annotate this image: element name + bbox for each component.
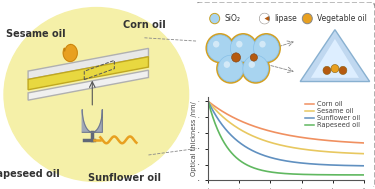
Rapeseed oil — [206, 100, 210, 102]
Polygon shape — [311, 39, 359, 78]
Circle shape — [224, 61, 230, 68]
FancyBboxPatch shape — [195, 2, 375, 189]
Y-axis label: Optical thickness /nm/: Optical thickness /nm/ — [191, 101, 197, 176]
Circle shape — [207, 35, 233, 62]
Line: Corn oil: Corn oil — [208, 101, 364, 143]
Circle shape — [241, 53, 270, 84]
Line: Rapeseed oil: Rapeseed oil — [208, 101, 364, 175]
Circle shape — [254, 35, 279, 62]
Text: SiO₂: SiO₂ — [225, 14, 240, 23]
Text: Sesame oil: Sesame oil — [6, 29, 66, 39]
Rapeseed oil — [267, 171, 272, 173]
Sesame oil — [318, 150, 323, 152]
Sunflower oil — [256, 152, 261, 155]
Sesame oil — [319, 150, 324, 152]
Circle shape — [251, 54, 257, 61]
Corn oil — [318, 139, 323, 141]
Sunflower oil — [362, 165, 366, 167]
Sunflower oil — [319, 163, 324, 166]
Corn oil — [304, 137, 308, 139]
Text: Corn oil: Corn oil — [123, 20, 166, 29]
Corn oil — [267, 130, 272, 132]
Sunflower oil — [225, 129, 229, 132]
Sesame oil — [206, 100, 210, 102]
Rapeseed oil — [256, 168, 261, 171]
Polygon shape — [28, 70, 148, 100]
Circle shape — [232, 53, 240, 62]
Corn oil — [206, 100, 210, 102]
Circle shape — [216, 53, 245, 84]
Sunflower oil — [267, 156, 272, 158]
Circle shape — [249, 61, 255, 68]
Corn oil — [319, 139, 324, 141]
Sesame oil — [304, 148, 308, 151]
Wedge shape — [260, 13, 269, 24]
Polygon shape — [63, 44, 77, 61]
Polygon shape — [28, 48, 148, 79]
Legend: Corn oil, Sesame oil, Sunflower oil, Rapeseed oil: Corn oil, Sesame oil, Sunflower oil, Rap… — [304, 101, 360, 129]
Text: lipase: lipase — [274, 14, 297, 23]
Corn oil — [225, 113, 229, 115]
Sesame oil — [267, 141, 272, 143]
Polygon shape — [300, 30, 370, 81]
Text: Vegetable oil: Vegetable oil — [317, 14, 367, 23]
Circle shape — [4, 8, 189, 181]
Sesame oil — [256, 137, 261, 140]
Circle shape — [331, 64, 339, 73]
Sunflower oil — [304, 162, 308, 165]
Rapeseed oil — [318, 174, 323, 176]
Circle shape — [260, 13, 270, 24]
Circle shape — [206, 33, 235, 63]
Sesame oil — [362, 153, 366, 155]
Rapeseed oil — [304, 173, 308, 176]
Corn oil — [256, 127, 261, 129]
Circle shape — [259, 41, 266, 47]
Line: Sesame oil: Sesame oil — [208, 101, 364, 154]
Rapeseed oil — [362, 174, 366, 176]
Circle shape — [210, 13, 220, 24]
Polygon shape — [82, 110, 102, 132]
Circle shape — [236, 41, 243, 47]
Rapeseed oil — [225, 146, 229, 148]
Circle shape — [339, 66, 347, 74]
Circle shape — [213, 41, 219, 47]
Sesame oil — [225, 119, 229, 121]
Sunflower oil — [318, 163, 323, 166]
Line: Sunflower oil: Sunflower oil — [208, 101, 364, 166]
Circle shape — [302, 13, 312, 24]
Rapeseed oil — [319, 174, 324, 176]
Text: Rapeseed oil: Rapeseed oil — [0, 169, 60, 179]
Circle shape — [243, 55, 268, 82]
Circle shape — [229, 33, 258, 63]
Text: Sunflower oil: Sunflower oil — [88, 173, 161, 183]
Polygon shape — [28, 57, 148, 90]
Circle shape — [230, 35, 256, 62]
Circle shape — [252, 33, 281, 63]
Circle shape — [218, 55, 243, 82]
Corn oil — [362, 142, 366, 144]
Circle shape — [323, 66, 331, 74]
Sunflower oil — [206, 100, 210, 102]
